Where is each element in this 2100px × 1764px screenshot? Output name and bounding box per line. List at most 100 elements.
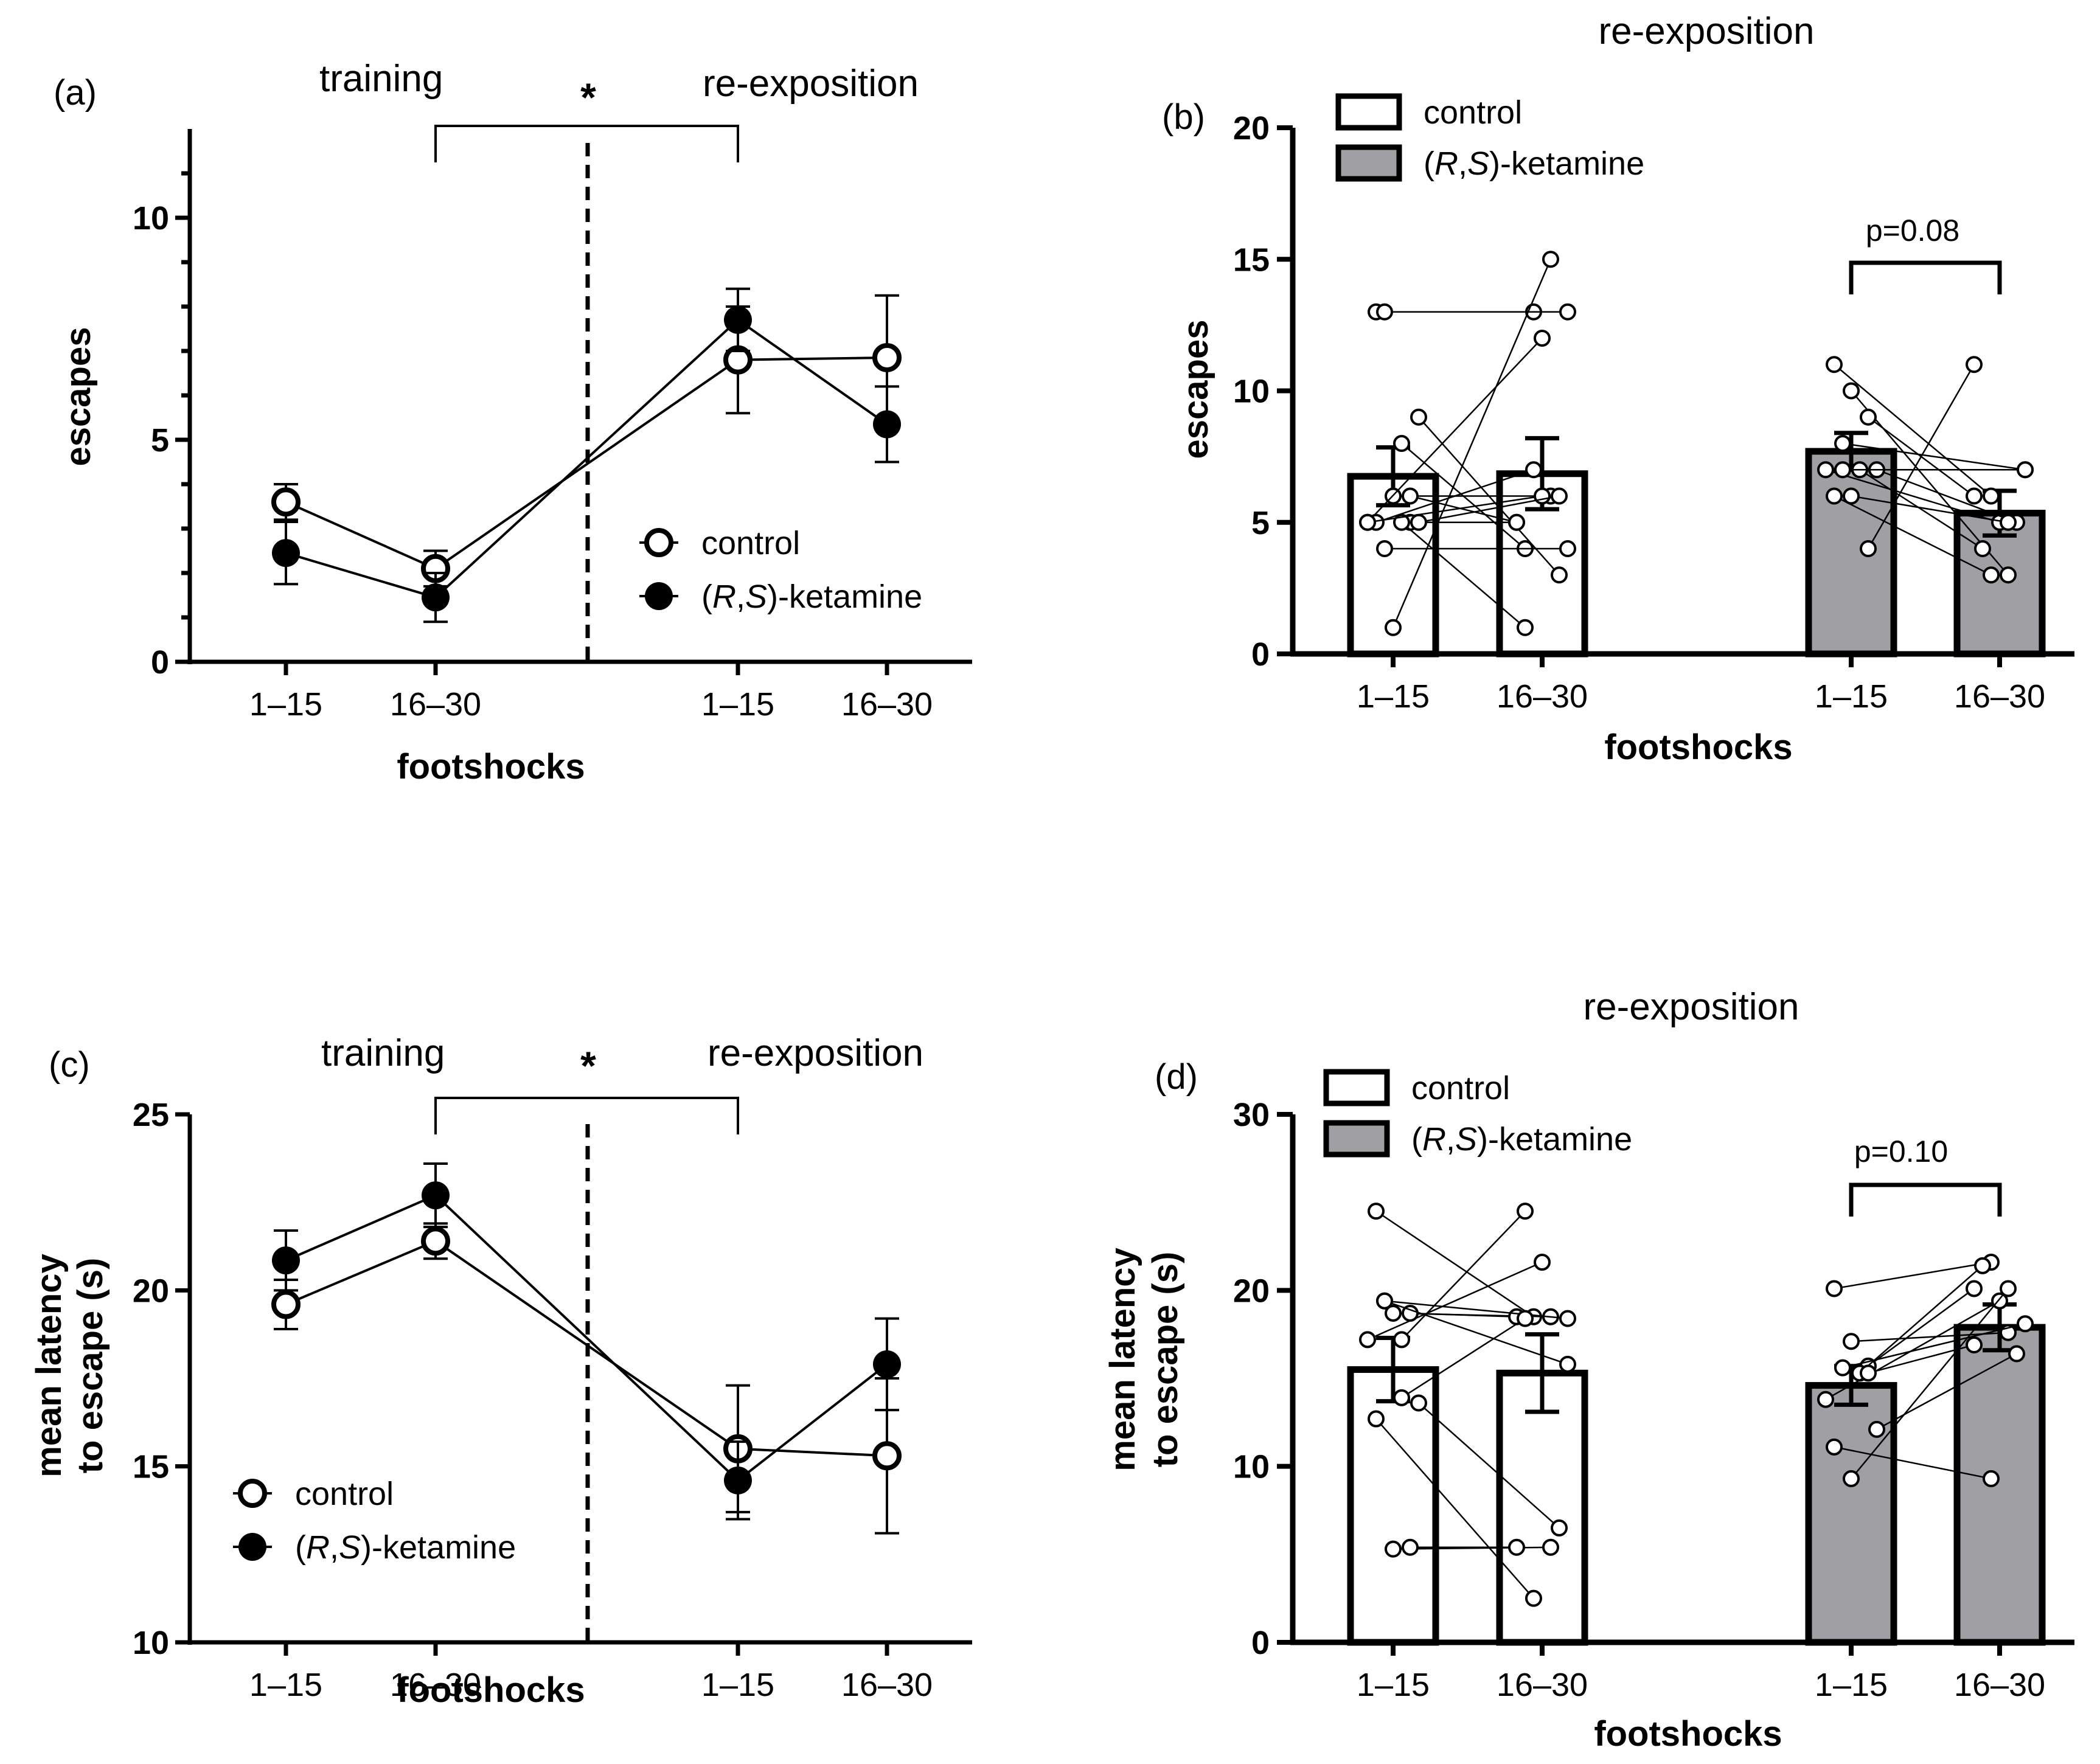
panel-a-point-ketamine: [422, 583, 450, 612]
panel-d-legend-label-ketamine: (R,S)-ketamine: [1411, 1121, 1632, 1158]
panel-d-individual-point: [1868, 1420, 1885, 1438]
panel-b-pair-line: [1834, 364, 1992, 497]
panel-b-pair-line: [1418, 495, 1560, 523]
panel-d-bar-control: [1347, 1366, 1439, 1646]
panel-b-label: (b): [1162, 97, 1205, 137]
panel-b-individual-point: [1817, 461, 1834, 479]
panel-c-legend-marker-control: [238, 1479, 267, 1508]
panel-b-legend-swatch-control: [1335, 93, 1402, 131]
panel-b-individual-point: [1826, 356, 1843, 373]
panel-c-legend-label-ketamine: (R,S)-ketamine: [295, 1529, 516, 1566]
panel-d-pair-line: [1876, 1353, 2017, 1431]
panel-d-pair-line: [1401, 1210, 1526, 1341]
panel-a-point-control: [872, 342, 902, 372]
panel-d-title: re-exposition: [1584, 986, 1799, 1028]
panel-a-point-control: [271, 487, 301, 517]
panel-d-pair-line: [1367, 1261, 1543, 1341]
panel-b-pair-line: [1367, 338, 1543, 523]
panel-a-point-ketamine: [873, 410, 901, 439]
panel-d-individual-point: [1860, 1364, 1877, 1382]
panel-d-individual-point: [2008, 1345, 2025, 1363]
panel-b-pair-line: [1367, 495, 1543, 523]
panel-b-ylabel: escapes: [1176, 320, 1215, 459]
panel-b-individual-point: [1517, 619, 1534, 636]
panel-a-legend-marker-ketamine: [645, 582, 673, 610]
panel-b-ytick-label: 0: [1251, 636, 1270, 673]
panel-d-individual-point: [1966, 1336, 1983, 1354]
panel-a-reexposition-label: re-exposition: [703, 63, 919, 105]
panel-d-xtick-label: 16–30: [1954, 1667, 2045, 1703]
panel-b-individual-point: [2017, 461, 2034, 479]
panel-d-pair-line: [1868, 1344, 1975, 1374]
panel-d-pair-line: [1410, 1312, 1517, 1318]
panel-d-individual-point: [1843, 1333, 1860, 1350]
panel-d-legend-label-control: control: [1411, 1070, 1510, 1106]
panel-d-pair-line: [1859, 1265, 1983, 1374]
panel-c-xtick-label: 1–15: [249, 1667, 322, 1703]
panel-a-xtick-label: 1–15: [249, 686, 322, 723]
panel-d-individual-point: [1525, 1589, 1542, 1607]
panel-d-individual-point: [1991, 1292, 2008, 1310]
panel-d-pair-line: [1825, 1300, 2000, 1400]
panel-c-ytick-label: 15: [133, 1449, 169, 1485]
panel-b-legend-label-control: control: [1424, 94, 1522, 131]
panel-c-point-control: [872, 1441, 902, 1471]
panel-a-ytick-label: 10: [133, 200, 169, 237]
panel-b-individual-point: [1508, 513, 1525, 531]
panel-b-pair-line: [1834, 495, 1992, 576]
panel-b-individual-point: [1534, 487, 1551, 505]
panel-a-ytick-label: 0: [151, 644, 169, 681]
panel-b-pair-line: [1851, 495, 2009, 523]
panel-b-legend-label-ketamine: (R,S)-ketamine: [1424, 145, 1644, 182]
panel-b-individual-point: [1834, 461, 1851, 479]
panel-d-individual-point: [1974, 1257, 1991, 1274]
panel-b-bar-ketamine: [1805, 448, 1897, 658]
panel-b-pair-line: [1859, 469, 1983, 550]
panel-b-individual-point: [1534, 330, 1551, 347]
panel-d-pair-line: [1834, 1261, 1992, 1290]
panel-a-label: (a): [54, 73, 97, 113]
panel-b-individual-point: [1525, 461, 1542, 479]
panel-d-bar-ketamine: [1953, 1324, 2046, 1646]
panel-a-legend-marker-control: [644, 528, 673, 557]
panel-a-series-line-ketamine: [285, 318, 888, 599]
panel-b-individual-point: [1410, 513, 1427, 531]
panel-d-xtick-label: 16–30: [1497, 1667, 1588, 1703]
panel-d-xtick-label: 1–15: [1357, 1667, 1430, 1703]
panel-c-point-ketamine: [422, 1181, 450, 1210]
panel-b-individual-point: [1559, 303, 1576, 321]
panel-d-pvalue: p=0.10: [1854, 1134, 1948, 1168]
panel-b-pair-line: [1410, 495, 1517, 523]
panel-b-individual-point: [1974, 540, 1991, 557]
panel-b-individual-point: [2000, 566, 2017, 584]
panel-d-individual-point: [1517, 1310, 1534, 1327]
panel-b-individual-point: [1559, 540, 1576, 557]
panel-b-individual-point: [1860, 540, 1877, 557]
panel-b-individual-point: [1860, 408, 1877, 426]
panel-c-point-ketamine: [873, 1350, 901, 1378]
panel-a-xtick-label: 16–30: [841, 686, 933, 723]
panel-a-significance-bracket: [434, 125, 739, 162]
panel-d-pvalue-bracket: [1849, 1182, 2002, 1217]
panel-d-pair-line: [1384, 1300, 1568, 1319]
panel-d-pair-line: [1834, 1446, 1992, 1480]
panel-b-ytick-label: 5: [1251, 505, 1270, 541]
panel-c-ytick-label: 20: [133, 1273, 169, 1309]
panel-b-xtick-label: 1–15: [1357, 678, 1430, 715]
panel-d-individual-point: [1517, 1203, 1534, 1220]
panel-c-significance: *: [580, 1043, 596, 1088]
panel-a-xtick-label: 1–15: [701, 686, 774, 723]
panel-a-ytick-label: 5: [151, 422, 169, 459]
panel-d-individual-point: [1359, 1331, 1376, 1349]
panel-b-ytick-label: 15: [1233, 241, 1270, 278]
panel-c-xlabel: footshocks: [397, 1670, 585, 1710]
panel-a-significance: *: [580, 75, 596, 120]
panel-d-legend-swatch-ketamine: [1323, 1120, 1390, 1158]
panel-b-individual-point: [2000, 513, 2017, 531]
panel-b-pair-line: [1842, 442, 2026, 471]
panel-b-pair-line: [1401, 443, 1526, 549]
panel-d-individual-point: [1559, 1355, 1576, 1373]
panel-c-point-ketamine: [724, 1466, 752, 1495]
panel-c-ytick-label: 25: [133, 1097, 169, 1133]
panel-a-training-label: training: [319, 58, 443, 100]
